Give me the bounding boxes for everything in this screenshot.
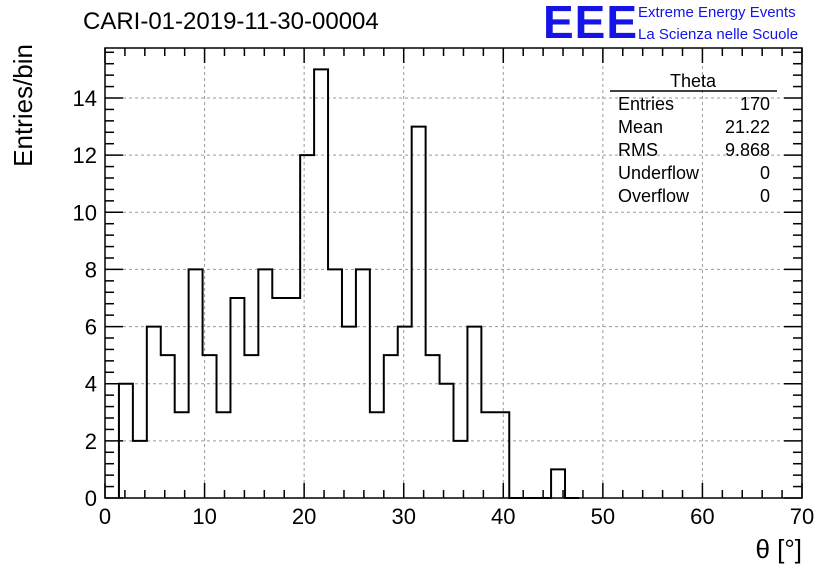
x-tick-label: 50 (591, 504, 615, 529)
x-axis-title: θ [°] (755, 534, 802, 564)
y-axis-title: Entries/bin (8, 44, 38, 167)
stats-box: Theta Entries 170 Mean 21.22 RMS 9.868 Underfl… (610, 71, 777, 206)
histogram-outline (117, 68, 579, 499)
stats-row-label: Entries (618, 94, 674, 114)
x-tick-label: 60 (690, 504, 714, 529)
x-tick-label: 30 (391, 504, 415, 529)
y-tick-labels: 0 2 4 6 8 10 12 14 (73, 86, 97, 511)
plot-frame (104, 47, 803, 499)
y-tick-label: 0 (85, 486, 97, 511)
x-tick-label: 10 (192, 504, 216, 529)
x-tick-label: 0 (99, 504, 111, 529)
y-tick-label: 2 (85, 429, 97, 454)
stats-row-value: 9.868 (725, 140, 770, 160)
y-tick-label: 8 (85, 257, 97, 282)
x-tick-label: 70 (790, 504, 814, 529)
axis-ticks (104, 48, 803, 499)
y-tick-label: 4 (85, 372, 97, 397)
eee-logo: EEE Extreme Energy Events La Scienza nel… (543, 0, 833, 48)
y-tick-label: 10 (73, 200, 97, 225)
logo-line-2: La Scienza nelle Scuole (638, 26, 799, 43)
y-tick-label: 6 (85, 315, 97, 340)
stats-row-label: Underflow (618, 163, 700, 183)
chart-title: CARI-01-2019-11-30-00004 (83, 8, 379, 35)
x-tick-label: 20 (292, 504, 316, 529)
stats-row-label: Overflow (618, 186, 690, 206)
y-tick-label: 12 (73, 143, 97, 168)
y-tick-label: 14 (73, 86, 97, 111)
stats-rows: Entries 170 Mean 21.22 RMS 9.868 Underflow 0 Ove… (618, 94, 770, 206)
stats-box-name: Theta (670, 71, 717, 91)
logo-line-1: Extreme Energy Events (638, 4, 796, 21)
logo-mark: EEE (543, 0, 639, 48)
stats-row-label: RMS (618, 140, 658, 160)
stats-row-label: Mean (618, 117, 663, 137)
stats-row-value: 21.22 (725, 117, 770, 137)
x-tick-label: 40 (491, 504, 515, 529)
stats-row-value: 170 (740, 94, 770, 114)
stats-row-value: 0 (760, 186, 770, 206)
stats-row-value: 0 (760, 163, 770, 183)
x-tick-labels: 0 10 20 30 40 50 60 70 (99, 504, 814, 529)
